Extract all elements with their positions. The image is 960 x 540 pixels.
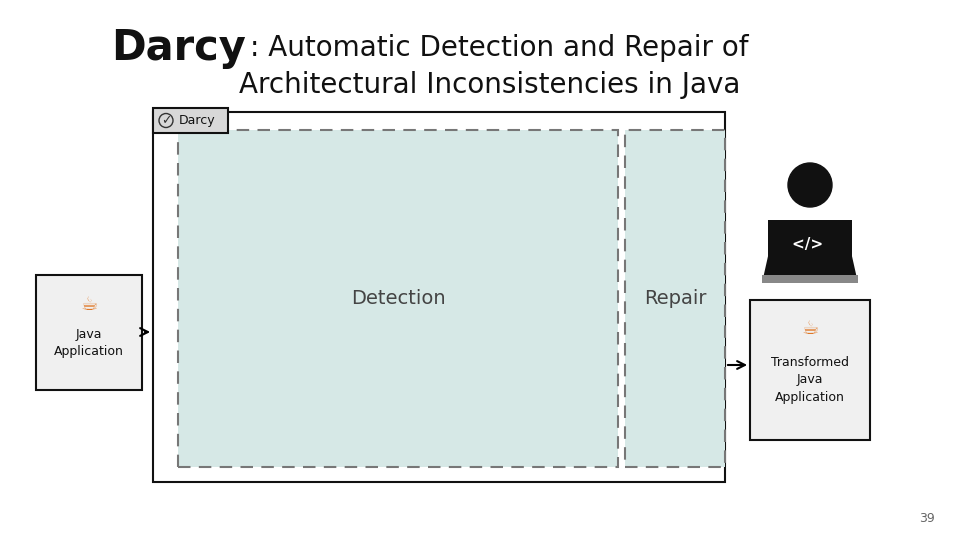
Bar	[153, 112, 725, 482]
Bar	[153, 108, 228, 133]
Circle shape	[788, 163, 832, 207]
Bar	[762, 275, 858, 283]
Text: Detection: Detection	[350, 289, 445, 308]
Text: 39: 39	[920, 512, 935, 525]
Text: Darcy: Darcy	[179, 114, 216, 127]
Text: </>: </>	[792, 237, 828, 252]
Text: Darcy: Darcy	[111, 27, 246, 69]
Text: Java
Application: Java Application	[54, 328, 124, 358]
Text: Transformed
Java
Application: Transformed Java Application	[771, 356, 849, 403]
Text: ☕: ☕	[802, 319, 819, 338]
Text: Repair: Repair	[644, 289, 707, 308]
Bar	[768, 220, 852, 268]
Bar	[178, 130, 618, 467]
Text: : Automatic Detection and Repair of: : Automatic Detection and Repair of	[250, 34, 749, 62]
Text: ☕: ☕	[81, 295, 98, 314]
Text: Architectural Inconsistencies in Java: Architectural Inconsistencies in Java	[239, 71, 741, 99]
Polygon shape	[762, 225, 858, 283]
Bar	[625, 130, 725, 467]
Bar	[36, 275, 142, 390]
Bar	[750, 300, 870, 440]
Text: ✓: ✓	[161, 114, 172, 127]
